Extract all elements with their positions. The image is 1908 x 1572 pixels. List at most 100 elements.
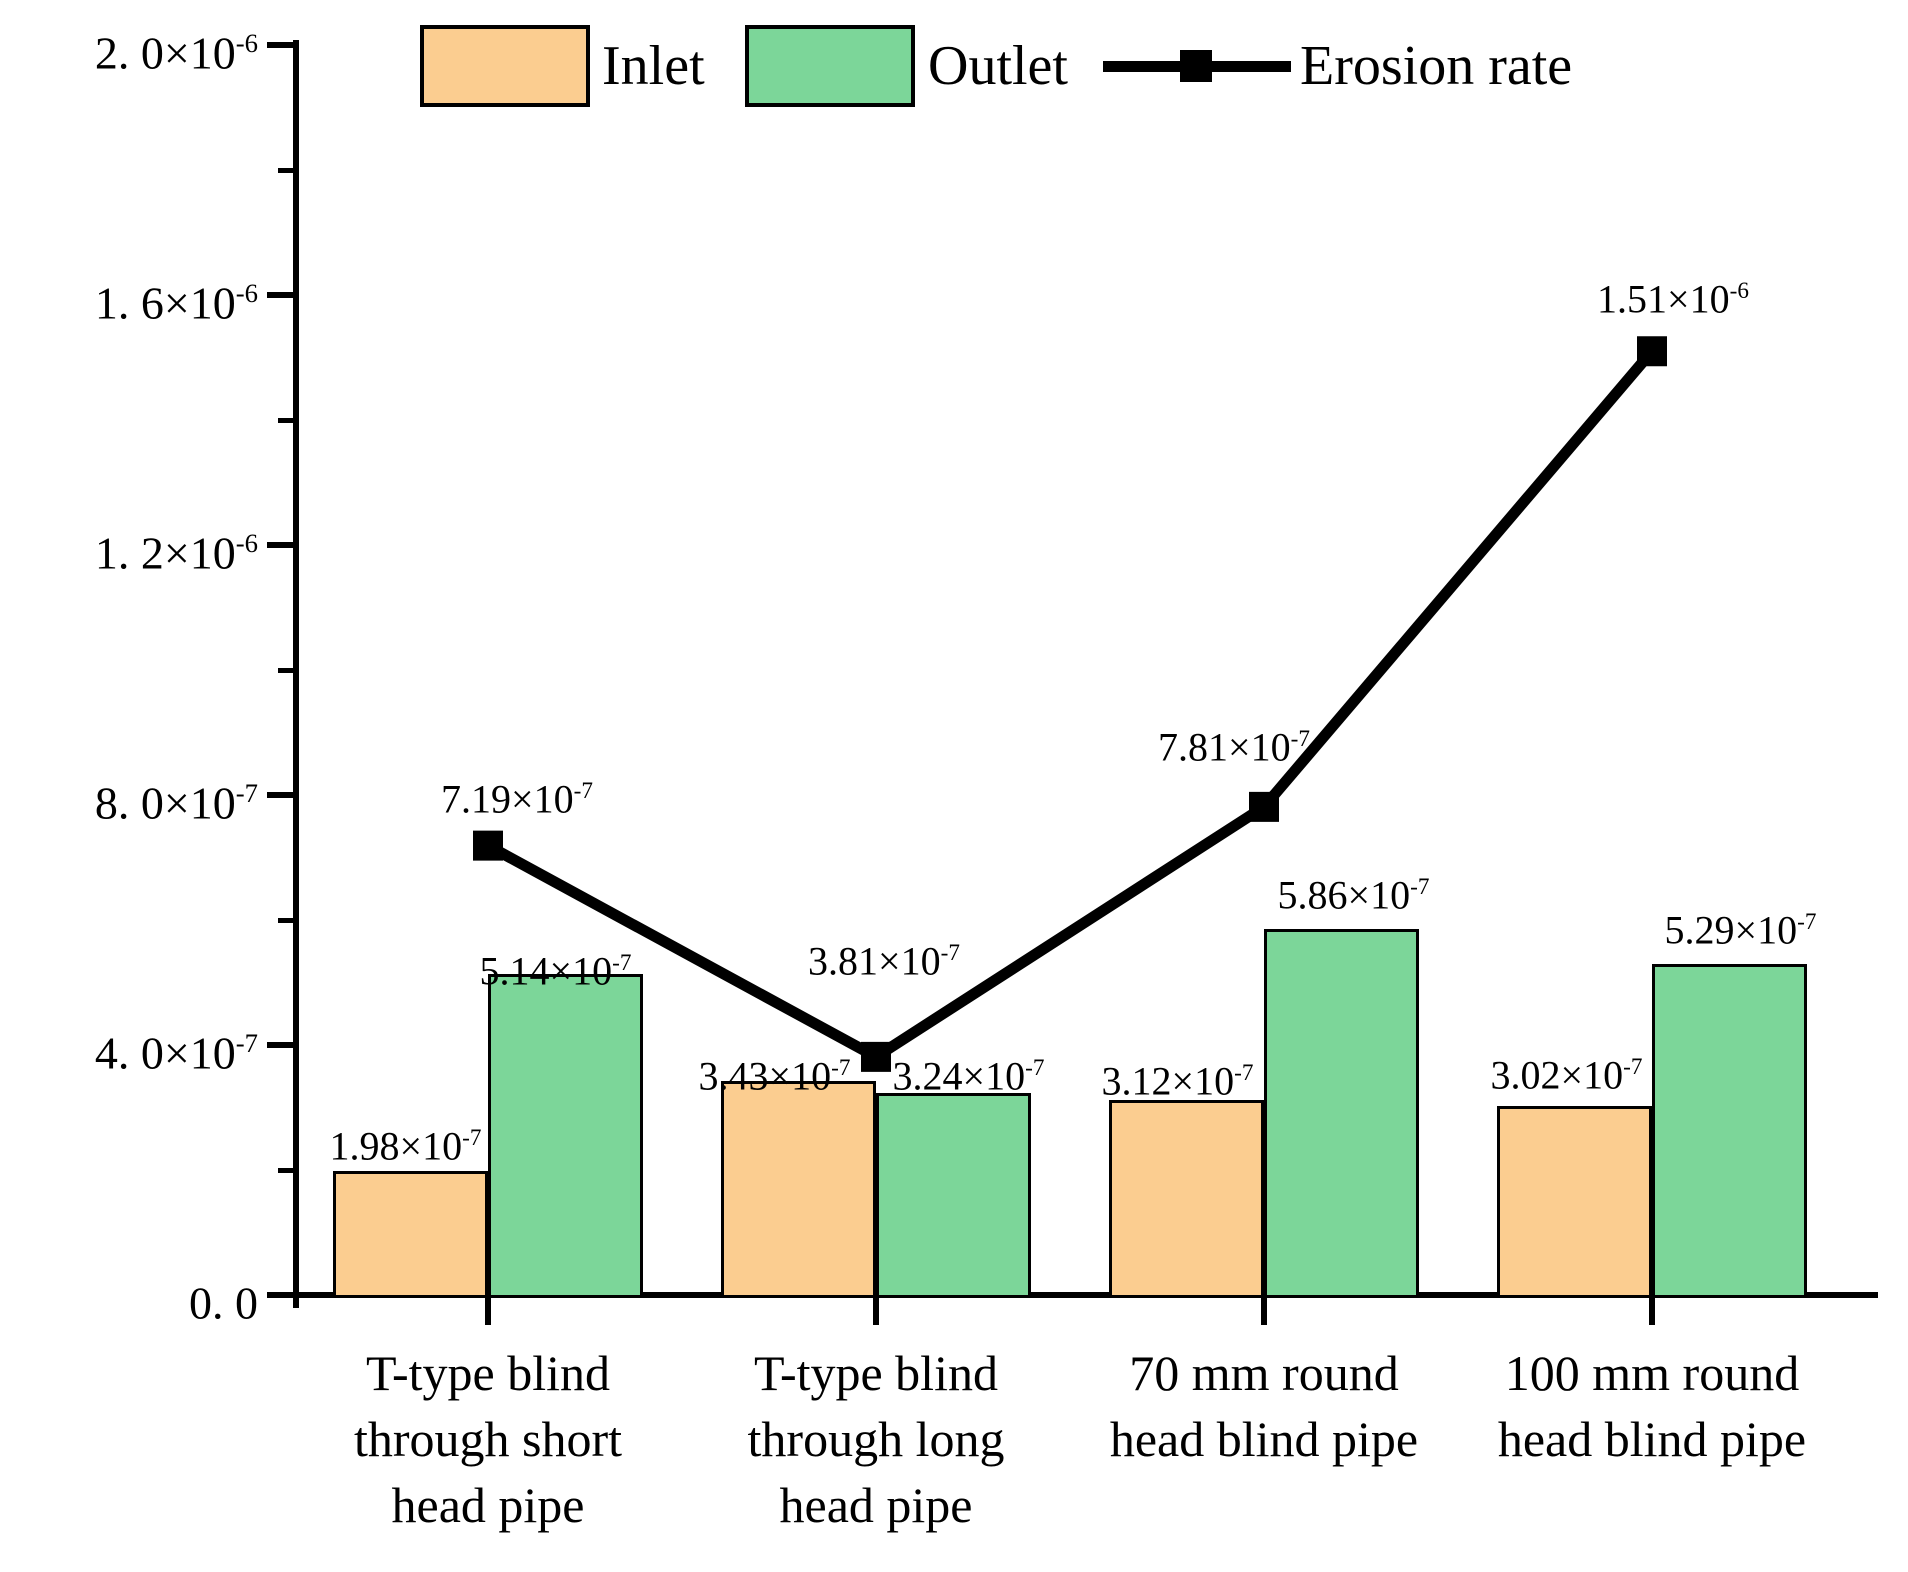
value-mantissa: 5.86×10 xyxy=(1277,872,1411,918)
legend-erosion-marker xyxy=(1180,50,1212,82)
y-tick-mantissa: 4. 0×10 xyxy=(94,1027,236,1079)
y-axis-minor-tick xyxy=(278,167,293,173)
erosion-marker xyxy=(1249,791,1279,822)
y-tick-mantissa: 8. 0×10 xyxy=(94,777,236,829)
y-tick-exponent: -7 xyxy=(235,778,258,808)
outlet-bar xyxy=(876,1092,1031,1298)
y-tick-mantissa: 2. 0×10 xyxy=(94,27,236,79)
inlet-bar xyxy=(721,1080,876,1298)
y-tick-exponent: -7 xyxy=(235,1028,258,1058)
y-axis-tick-label: 4. 0×10-7 xyxy=(18,1018,258,1078)
y-tick-mantissa: 1. 2×10 xyxy=(94,527,236,579)
y-axis-major-tick xyxy=(267,1292,293,1298)
x-category-label: 70 mm round head blind pipe xyxy=(1110,1340,1418,1472)
x-category-label-line: head pipe xyxy=(391,1477,585,1533)
outlet-value-label: 5.86×10-7 xyxy=(1278,863,1430,919)
value-exponent: -7 xyxy=(462,1125,482,1152)
legend-outlet-swatch xyxy=(745,25,915,107)
x-category-label-line: through short xyxy=(353,1411,623,1467)
value-mantissa: 3.81×10 xyxy=(808,938,941,984)
x-category-label-line: head pipe xyxy=(779,1477,973,1533)
value-mantissa: 7.19×10 xyxy=(441,775,574,821)
erosion-value-label: 7.19×10-7 xyxy=(441,767,593,823)
erosion-rate-line xyxy=(485,347,1657,1064)
y-axis-major-tick xyxy=(267,1042,293,1048)
value-mantissa: 3.02×10 xyxy=(1490,1052,1624,1098)
y-tick-exponent: -6 xyxy=(235,528,258,558)
outlet-bar xyxy=(488,973,643,1298)
value-exponent: -7 xyxy=(940,939,960,966)
legend-inlet-label: Inlet xyxy=(602,36,705,96)
x-category-label-line: T-type blind xyxy=(366,1345,610,1401)
value-mantissa: 1.51×10 xyxy=(1597,276,1730,322)
value-exponent: -7 xyxy=(1290,725,1310,752)
y-axis-tick-label: 8. 0×10-7 xyxy=(18,768,258,828)
legend-erosion-text: Erosion rate xyxy=(1300,35,1573,97)
value-mantissa: 5.29×10 xyxy=(1664,907,1798,953)
value-exponent: -7 xyxy=(1025,1054,1045,1081)
inlet-value-label: 3.43×10-7 xyxy=(699,1044,851,1100)
erosion-marker xyxy=(473,830,503,861)
value-exponent: -7 xyxy=(573,777,593,804)
value-exponent: -7 xyxy=(1410,873,1430,900)
inlet-bar xyxy=(1109,1100,1264,1298)
erosion-marker xyxy=(861,1041,891,1072)
erosion-value-label: 3.81×10-7 xyxy=(808,929,960,985)
x-axis-tick xyxy=(1649,1298,1655,1325)
x-category-label-line: head blind pipe xyxy=(1497,1411,1807,1467)
value-mantissa: 7.81×10 xyxy=(1158,724,1291,770)
x-category-label-line: head blind pipe xyxy=(1109,1411,1419,1467)
x-axis-line xyxy=(270,1292,1878,1298)
x-category-label-line: through long xyxy=(747,1411,1005,1467)
x-category-label: T-type blind through short head pipe xyxy=(354,1340,622,1538)
x-axis-tick xyxy=(1261,1298,1267,1325)
y-axis-tick-label: 2. 0×10-6 xyxy=(18,18,258,78)
outlet-value-label: 5.29×10-7 xyxy=(1665,898,1817,954)
value-exponent: -7 xyxy=(612,949,632,976)
y-axis-major-tick xyxy=(267,292,293,298)
inlet-value-label: 3.12×10-7 xyxy=(1102,1049,1254,1105)
y-axis-minor-tick xyxy=(278,667,293,673)
legend-inlet-swatch xyxy=(420,25,590,107)
x-category-label-line: 100 mm round xyxy=(1504,1345,1800,1401)
y-tick-exponent: -6 xyxy=(235,28,258,58)
outlet-bar xyxy=(1652,964,1807,1298)
legend-outlet-label: Outlet xyxy=(928,36,1068,96)
erosion-value-label: 1.51×10-6 xyxy=(1597,267,1749,323)
y-axis-tick-label: 0. 0 xyxy=(18,1268,258,1328)
y-axis-minor-tick xyxy=(278,417,293,423)
inlet-bar xyxy=(1497,1106,1652,1298)
x-category-label-line: 70 mm round xyxy=(1129,1345,1399,1401)
erosion-marker xyxy=(1637,336,1667,367)
value-mantissa: 3.24×10 xyxy=(892,1052,1026,1098)
y-axis-line xyxy=(293,40,299,1308)
y-tick-exponent: -6 xyxy=(235,278,258,308)
y-axis-tick-label: 1. 2×10-6 xyxy=(18,518,258,578)
value-exponent: -7 xyxy=(1797,909,1817,936)
inlet-value-label: 3.02×10-7 xyxy=(1491,1043,1643,1099)
y-axis-major-tick xyxy=(267,792,293,798)
x-category-label-line: T-type blind xyxy=(754,1345,998,1401)
x-axis-tick xyxy=(873,1298,879,1325)
y-axis-minor-tick xyxy=(278,917,293,923)
inlet-value-label: 1.98×10-7 xyxy=(330,1114,482,1170)
value-mantissa: 1.98×10 xyxy=(329,1123,463,1169)
inlet-bar xyxy=(333,1171,488,1298)
y-axis-minor-tick xyxy=(278,1167,293,1173)
legend-inlet-text: Inlet xyxy=(602,35,705,97)
outlet-value-label: 3.24×10-7 xyxy=(893,1044,1045,1100)
x-category-label: T-type blind through long head pipe xyxy=(748,1340,1005,1538)
value-exponent: -7 xyxy=(831,1054,851,1081)
y-axis-major-tick xyxy=(267,542,293,548)
value-exponent: -7 xyxy=(1623,1054,1643,1081)
x-axis-tick xyxy=(485,1298,491,1325)
y-axis-major-tick xyxy=(267,42,293,48)
value-exponent: -6 xyxy=(1729,278,1749,305)
y-tick-mantissa: 0. 0 xyxy=(189,1277,258,1329)
outlet-value-label: 5.14×10-7 xyxy=(480,939,632,995)
value-mantissa: 3.43×10 xyxy=(698,1052,832,1098)
outlet-bar xyxy=(1264,928,1419,1298)
value-exponent: -7 xyxy=(1234,1060,1254,1086)
